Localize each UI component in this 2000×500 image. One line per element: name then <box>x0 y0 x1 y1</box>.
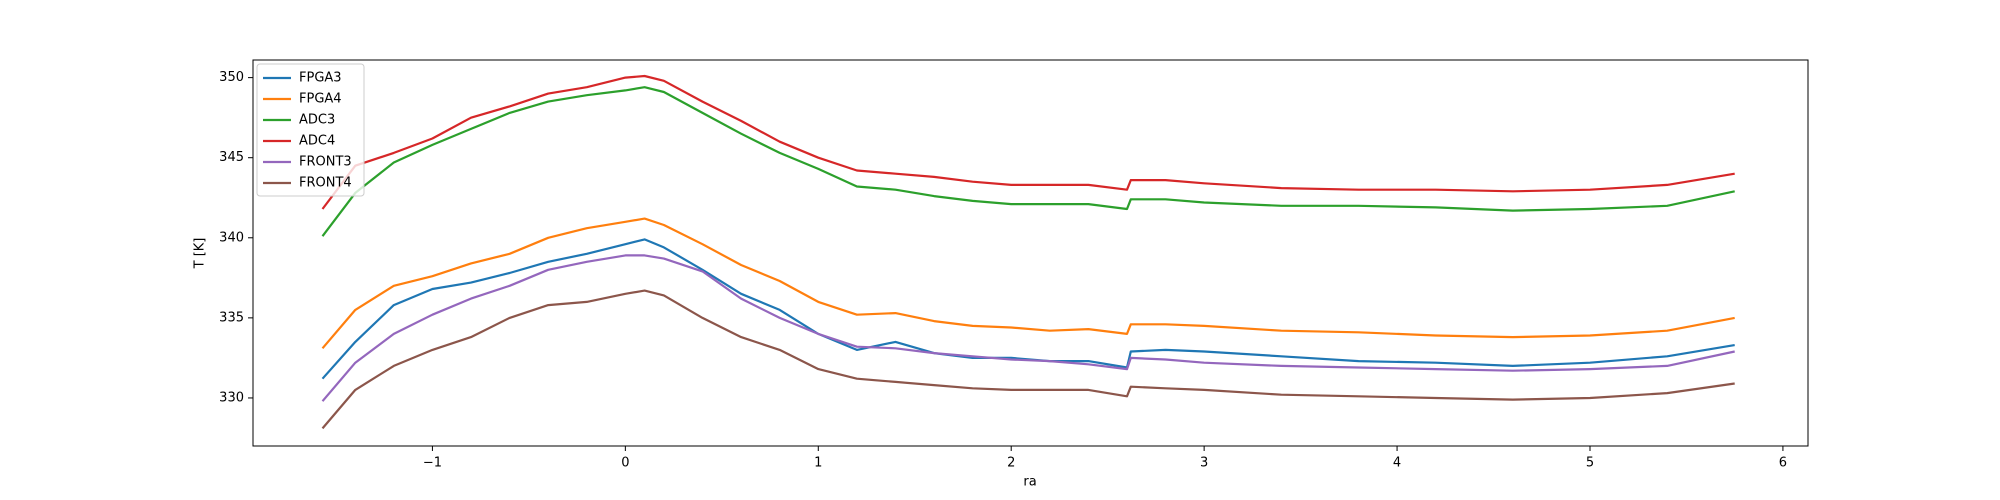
series-line <box>321 74 1735 210</box>
x-tick-label: 6 <box>1779 456 1787 471</box>
series-line <box>321 86 1735 237</box>
legend-label: FPGA3 <box>299 71 342 86</box>
legend-label: ADC3 <box>299 113 335 128</box>
series-line <box>321 238 1735 380</box>
plot-frame <box>252 59 1809 447</box>
x-tick-label: 0 <box>621 456 629 471</box>
x-tick-label: −1 <box>423 456 442 471</box>
legend-label: FPGA4 <box>299 92 342 107</box>
x-tick-label: 1 <box>814 456 822 471</box>
x-tick-label: 2 <box>1007 456 1015 471</box>
y-tick-label: 340 <box>219 230 244 245</box>
legend-label: FRONT4 <box>299 176 352 191</box>
series-line <box>321 217 1735 350</box>
series-line <box>321 254 1735 402</box>
y-axis-label: T [K] <box>193 238 208 270</box>
legend-label: FRONT3 <box>299 155 352 170</box>
x-tick-label: 3 <box>1200 456 1208 471</box>
x-axis-label: ra <box>1023 475 1036 490</box>
legend: FPGA3 FPGA4 ADC3 ADC4 FRONT3 FRONT4 <box>256 63 365 197</box>
x-tick-label: 4 <box>1393 456 1401 471</box>
legend-label: ADC4 <box>299 134 335 149</box>
series-line <box>321 289 1735 430</box>
y-tick-label: 330 <box>219 390 244 405</box>
x-tick-label: 5 <box>1586 456 1594 471</box>
y-tick-label: 345 <box>219 150 244 165</box>
y-tick-label: 335 <box>219 310 244 325</box>
y-tick-label: 350 <box>219 70 244 85</box>
